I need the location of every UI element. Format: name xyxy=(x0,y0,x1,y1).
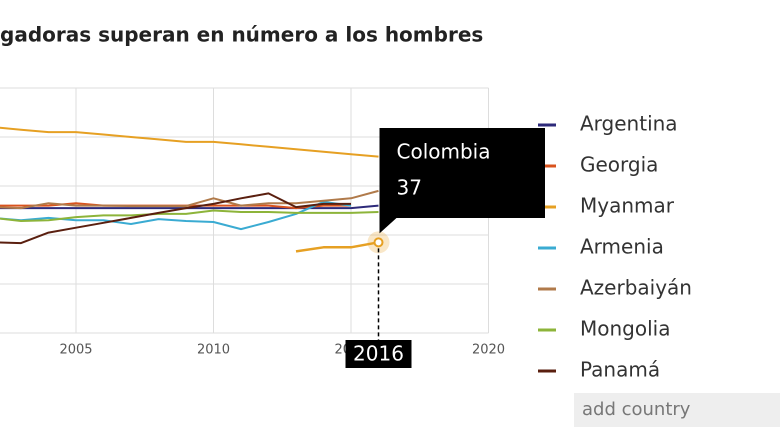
legend-label: Armenia xyxy=(580,235,664,259)
series-line xyxy=(295,241,379,253)
tooltip-value: 37 xyxy=(397,176,422,200)
x-tick-label: 2005 xyxy=(59,343,92,358)
legend-label: Mongolia xyxy=(580,317,670,341)
tooltip-box xyxy=(379,128,545,234)
legend-label: Myanmar xyxy=(580,194,675,218)
series-line xyxy=(0,192,351,245)
add-country-label[interactable]: add country xyxy=(582,399,691,420)
x-hover-label: 2016 xyxy=(353,342,404,366)
x-tick-label: 2020 xyxy=(472,343,505,358)
series-line xyxy=(0,200,352,231)
legend-label: Georgia xyxy=(580,153,658,177)
legend-label: Azerbaiyán xyxy=(580,276,692,300)
x-tick-label: 2010 xyxy=(197,343,230,358)
add-country-button[interactable] xyxy=(574,393,780,427)
x-hover-box xyxy=(345,340,412,368)
legend-label: Panamá xyxy=(580,358,660,382)
hover-point xyxy=(373,237,384,248)
series-line xyxy=(0,189,379,210)
chart-title: gadoras superan en número a los hombres xyxy=(0,23,483,47)
series-line xyxy=(0,209,379,222)
legend-label: Argentina xyxy=(580,112,678,136)
series-line xyxy=(0,126,379,158)
tooltip-title: Colombia xyxy=(397,140,491,164)
